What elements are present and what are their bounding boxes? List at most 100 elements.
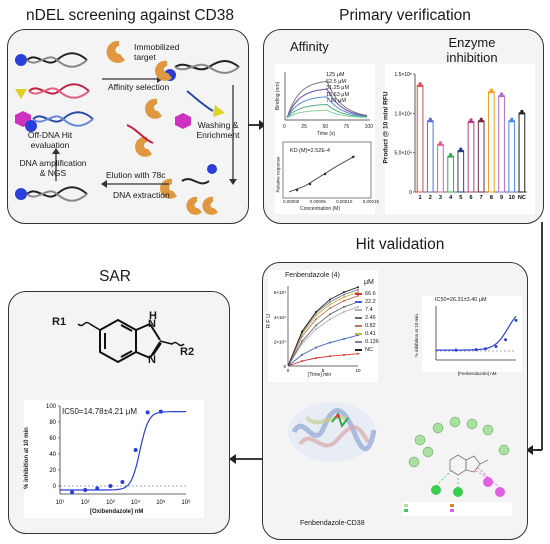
bar-category-label: 3	[439, 195, 442, 201]
sensor-xtick: 0	[283, 124, 286, 130]
fen-ic50-ylabel: % inhibition at 10 min	[413, 314, 419, 357]
dose-point	[474, 348, 478, 352]
bar	[518, 112, 526, 193]
sensor-curve	[286, 103, 368, 119]
sensor-ylabel: Binding (nm)	[275, 81, 282, 111]
kin-point	[329, 307, 331, 310]
kin-legend-swatch	[355, 300, 362, 303]
kin-point	[301, 340, 303, 343]
kin-point	[357, 334, 359, 337]
dna-strand-icon	[15, 52, 88, 68]
n-lower-label: N	[148, 354, 156, 366]
kin-point	[329, 301, 331, 303]
dna-strand-icon	[15, 186, 88, 202]
sensor-legend-item: 31.25 μM	[326, 85, 350, 91]
dose-point	[83, 488, 88, 492]
bar-point	[418, 82, 422, 86]
dose-point	[133, 448, 138, 452]
fen-title: Fenbendazole (4)	[285, 272, 340, 279]
kin-point	[315, 328, 317, 331]
kin-legend-label: 2.46	[365, 315, 376, 321]
kin-legend-label: 0.136	[365, 339, 379, 345]
benzimidazole-structure	[77, 318, 185, 364]
dose-fit-curve	[60, 411, 186, 491]
flow-arrow	[229, 454, 263, 464]
dose-point	[70, 490, 75, 495]
sensor-legend: 125 μM 62.5 μM 31.25 μM 15.63 μM 7.81 μM	[326, 72, 349, 105]
kin-legend-swatch	[355, 316, 362, 319]
kin-ytick-label: 4×10⁴	[274, 315, 286, 320]
sensor-xtick: 25	[301, 124, 307, 130]
kin-point	[357, 286, 359, 289]
kd-xticks: 0.00000 0.00005 0.00010 0.00015	[283, 199, 379, 204]
kin-point	[301, 330, 303, 333]
sensor-curve	[286, 80, 368, 119]
oxi-ytick-label: 20	[49, 468, 56, 474]
kin-point	[329, 303, 331, 306]
kin-series-line	[287, 286, 359, 367]
dose-point	[120, 480, 125, 484]
kin-legend-item: 0.82	[355, 322, 379, 330]
bar	[426, 120, 434, 193]
kin-ytick-label: 2×10⁴	[274, 339, 286, 344]
bar-category-label: 9	[500, 195, 503, 201]
dose-point	[454, 348, 458, 352]
kin-legend-label: NC	[365, 347, 373, 353]
bar-category-label: NC	[518, 195, 526, 201]
hit-title: Hit validation	[355, 236, 445, 253]
kin-point	[301, 353, 303, 356]
protein-structure-image	[288, 402, 377, 462]
dose-point	[504, 338, 508, 342]
enzyme-label: Enzyme inhibition	[446, 35, 498, 65]
sensor-legend-item: 62.5 μM	[326, 78, 346, 85]
sensor-legend-item: 7.81 μM	[326, 98, 346, 104]
oxi-ic50-card	[24, 400, 204, 518]
kd-xtick: 0.00010	[336, 199, 353, 204]
dna-strand-icon	[15, 83, 90, 99]
bar-point	[520, 109, 524, 113]
bar-point	[428, 117, 432, 121]
kin-legend-swatch	[355, 324, 362, 327]
oxi-ylabel: % inhibition at 10 min	[23, 427, 30, 489]
kin-series-line	[287, 295, 359, 367]
dose-point	[484, 347, 488, 351]
dose-point	[108, 484, 113, 488]
bar-category-label: 6	[469, 195, 472, 201]
kd-xtick: 0.00015	[362, 199, 379, 204]
ndel-diagram	[15, 40, 240, 215]
oxi-ic50-label: IC50=14.78±4.21 μM	[62, 407, 138, 416]
hit-compound-icon	[25, 120, 37, 132]
bar	[447, 156, 454, 193]
dose-point	[95, 486, 100, 491]
kin-legend-swatch	[355, 348, 362, 351]
kd-ylabel: Relative response	[275, 156, 281, 193]
kin-legend-swatch	[355, 340, 362, 343]
washing-label: Washing & Enrichment	[196, 120, 240, 140]
oxi-ytick-label: 40	[49, 452, 56, 458]
oxi-ytick-label: 80	[49, 420, 56, 426]
oxi-xtick-label: 10⁶	[181, 499, 191, 506]
kin-legend-swatch	[355, 308, 362, 311]
kin-legend-label: 66.6	[365, 291, 376, 297]
oxi-xtick-label: 10¹	[56, 500, 65, 506]
dose-point	[145, 410, 150, 415]
n-upper-label: N	[148, 318, 156, 330]
bar-category-label: 10	[509, 195, 515, 201]
kin-point	[343, 353, 345, 356]
kin-point	[357, 288, 359, 291]
amplification-label: DNA amplification & NGS	[19, 158, 87, 178]
kin-legend-item: 0.41	[355, 330, 379, 338]
kin-point	[329, 355, 331, 358]
oxi-ytick-label: 100	[46, 404, 57, 410]
dose-point	[494, 345, 498, 348]
complex-label: Fenbendazole-CD38	[300, 520, 365, 527]
kin-point	[329, 318, 331, 321]
kin-point	[315, 357, 317, 359]
ndel-title: nDEL screening against CD38	[26, 7, 234, 24]
fen-ic50-xlabel: [Fenbendazole] nM	[458, 371, 497, 376]
kin-point	[357, 352, 359, 355]
kd-xlabel: Concentration (M)	[300, 206, 341, 212]
bar-point	[459, 147, 463, 151]
bar-ytick-label: 1.5×10⁵	[394, 72, 412, 78]
flow-arrow	[248, 120, 266, 130]
